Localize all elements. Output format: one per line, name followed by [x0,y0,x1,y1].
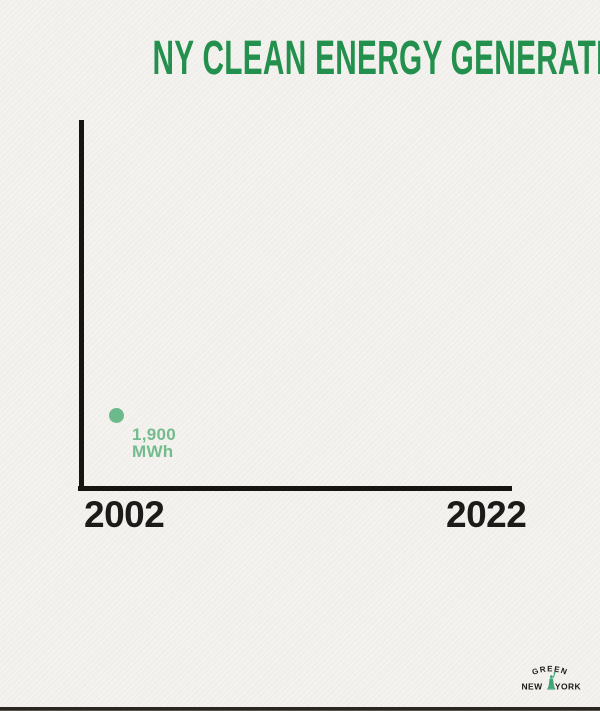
x-tick-2022: 2022 [446,494,527,535]
chart-y-axis [79,120,84,491]
bottom-border [0,707,600,711]
logo-york-text: YORK [555,682,582,692]
data-point-dot [109,408,124,423]
logo-new-text: NEW [521,682,543,692]
chart-x-axis [78,486,512,491]
data-point-unit: MWh [132,442,174,461]
logo-arc-text: GREEN [531,664,568,676]
data-point-value: 1,900 [132,425,177,444]
x-tick-2002: 2002 [84,494,165,535]
green-new-york-logo: GREEN NEW YORK [521,664,582,692]
data-point-label: 1,900 MWh [132,426,176,460]
logo-arc-text-wrap: GREEN [531,664,569,676]
page-title-text: NY CLEAN ENERGY GENERATION [152,32,600,85]
statue-of-liberty-icon [547,672,556,690]
page-title: NY CLEAN ENERGY GENERATION [0,34,600,84]
